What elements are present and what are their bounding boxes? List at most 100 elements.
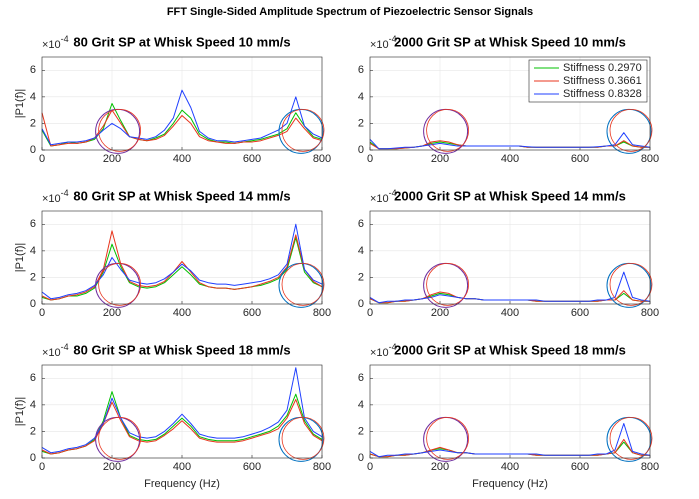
- y-tick-label: 2: [358, 425, 364, 437]
- y-multiplier-exponent: -4: [389, 342, 397, 352]
- x-tick-label: 0: [367, 153, 373, 165]
- x-tick-label: 800: [641, 153, 659, 165]
- subplot-title: 80 Grit SP at Whisk Speed 10 mm/s: [73, 34, 290, 49]
- y-tick-label: 6: [30, 64, 36, 76]
- x-tick-label: 0: [367, 307, 373, 319]
- x-tick-label: 400: [501, 153, 519, 165]
- y-multiplier-base: ×10: [42, 39, 61, 51]
- figure-title: FFT Single-Sided Amplitude Spectrum of P…: [167, 6, 533, 18]
- y-multiplier: ×10-4: [370, 34, 397, 51]
- spectrum-line: [41, 367, 323, 454]
- annotation-circle: [609, 108, 653, 152]
- x-tick-label: 200: [431, 153, 449, 165]
- x-tick-label: 0: [39, 307, 45, 319]
- y-multiplier: ×10-4: [370, 188, 397, 205]
- spectrum-line: [41, 237, 323, 301]
- spectrum-line: [41, 223, 323, 300]
- x-axis-label: Frequency (Hz): [144, 478, 220, 490]
- legend-label: Stiffness 0.2970: [563, 62, 642, 74]
- y-tick-label: 6: [30, 372, 36, 384]
- y-multiplier: ×10-4: [42, 34, 69, 51]
- y-axis-label: |P1(f)|: [14, 397, 26, 427]
- x-tick-label: 800: [313, 153, 331, 165]
- x-tick-label: 400: [173, 153, 191, 165]
- x-tick-label: 600: [243, 307, 261, 319]
- x-tick-label: 600: [243, 461, 261, 473]
- legend-label: Stiffness 0.3661: [563, 75, 642, 87]
- y-multiplier-base: ×10: [370, 193, 389, 205]
- x-tick-label: 200: [431, 461, 449, 473]
- x-tick-label: 0: [39, 461, 45, 473]
- y-multiplier-base: ×10: [370, 347, 389, 359]
- x-axis-label: Frequency (Hz): [472, 478, 548, 490]
- annotation-circle: [281, 262, 325, 306]
- y-multiplier: ×10-4: [42, 188, 69, 205]
- y-tick-label: 4: [30, 91, 36, 103]
- y-tick-label: 6: [358, 64, 364, 76]
- spectrum-line: [41, 109, 323, 147]
- annotation-circle: [609, 416, 653, 460]
- y-axis-label: |P1(f)|: [14, 89, 26, 119]
- y-multiplier-base: ×10: [42, 347, 61, 359]
- y-tick-label: 2: [358, 271, 364, 283]
- y-tick-label: 2: [30, 117, 36, 129]
- x-tick-label: 0: [367, 461, 373, 473]
- y-tick-label: 0: [30, 144, 36, 156]
- annotation-circle: [609, 262, 653, 306]
- x-tick-label: 600: [571, 153, 589, 165]
- x-tick-label: 200: [431, 307, 449, 319]
- axes-box: [41, 56, 323, 151]
- y-multiplier-exponent: -4: [61, 188, 69, 198]
- spectrum-line: [369, 132, 651, 150]
- x-tick-label: 600: [571, 307, 589, 319]
- annotation-circle: [426, 108, 470, 152]
- x-tick-label: 200: [103, 307, 121, 319]
- annotation-circle: [98, 416, 141, 460]
- y-multiplier-exponent: -4: [61, 342, 69, 352]
- y-tick-label: 4: [30, 399, 36, 411]
- subplot-title: 2000 Grit SP at Whisk Speed 14 mm/s: [394, 188, 626, 203]
- y-tick-label: 0: [358, 144, 364, 156]
- x-tick-label: 800: [641, 461, 659, 473]
- annotation-circle: [98, 108, 141, 152]
- x-tick-label: 200: [103, 153, 121, 165]
- x-tick-label: 800: [313, 461, 331, 473]
- y-multiplier: ×10-4: [42, 342, 69, 359]
- x-tick-label: 600: [243, 153, 261, 165]
- x-tick-label: 400: [501, 307, 519, 319]
- y-multiplier-exponent: -4: [389, 34, 397, 44]
- spectrum-line: [369, 423, 651, 458]
- y-tick-label: 0: [30, 298, 36, 310]
- x-tick-label: 0: [39, 153, 45, 165]
- y-tick-label: 6: [358, 218, 364, 230]
- subplot-title: 2000 Grit SP at Whisk Speed 18 mm/s: [394, 342, 626, 357]
- spectrum-line: [41, 89, 323, 146]
- subplot-title: 80 Grit SP at Whisk Speed 18 mm/s: [73, 342, 290, 357]
- legend-label: Stiffness 0.8328: [563, 88, 642, 100]
- x-tick-label: 800: [313, 307, 331, 319]
- subplot-title: 80 Grit SP at Whisk Speed 14 mm/s: [73, 188, 290, 203]
- x-tick-label: 800: [641, 307, 659, 319]
- annotation-circle: [426, 262, 470, 306]
- annotation-circle: [281, 108, 325, 152]
- axes-box: [369, 210, 651, 305]
- y-tick-label: 4: [30, 245, 36, 257]
- y-multiplier-base: ×10: [370, 39, 389, 51]
- x-tick-label: 400: [173, 461, 191, 473]
- y-tick-label: 4: [358, 245, 364, 257]
- spectrum-line: [41, 399, 323, 455]
- y-multiplier-exponent: -4: [61, 34, 69, 44]
- axes-box: [41, 210, 323, 305]
- x-tick-label: 600: [571, 461, 589, 473]
- y-multiplier-exponent: -4: [389, 188, 397, 198]
- y-tick-label: 6: [358, 372, 364, 384]
- spectrum-line: [369, 271, 651, 304]
- y-tick-label: 2: [30, 271, 36, 283]
- axes-box: [369, 56, 651, 151]
- y-multiplier-base: ×10: [42, 193, 61, 205]
- y-tick-label: 0: [30, 452, 36, 464]
- y-tick-label: 2: [358, 117, 364, 129]
- y-axis-label: |P1(f)|: [14, 243, 26, 273]
- y-tick-label: 4: [358, 399, 364, 411]
